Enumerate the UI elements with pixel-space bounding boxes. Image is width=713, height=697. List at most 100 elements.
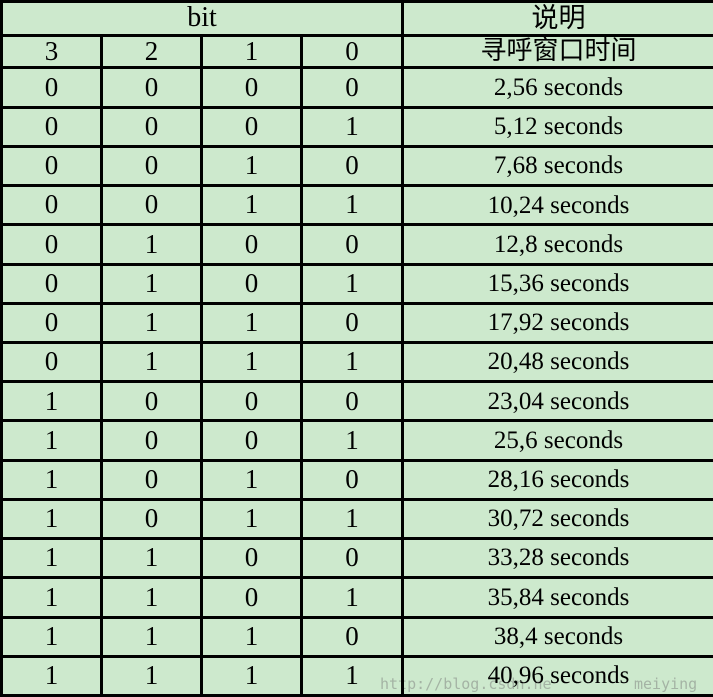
description-cell: 5,12 seconds: [401, 105, 713, 148]
bit-cell: 0: [200, 223, 303, 266]
bit-cell: 1: [100, 576, 203, 619]
bit-cell: 1: [300, 184, 404, 227]
bit-cell: 1: [300, 419, 404, 462]
bit-cell: 0: [0, 262, 103, 305]
bit-cell: 0: [300, 615, 404, 658]
table-row: 1 0 1 1 30,72 seconds: [0, 497, 713, 541]
bit-cell: 0: [100, 419, 203, 462]
bit-cell: 0: [300, 301, 404, 345]
bit-cell: 0: [300, 537, 404, 580]
bit-index-cell: 0: [300, 33, 404, 70]
bit-cell: 1: [300, 654, 404, 697]
description-cell: 40,96 seconds: [401, 654, 713, 697]
table-row: 0 1 1 1 20,48 seconds: [0, 341, 713, 384]
paging-window-time-label: 寻呼窗口时间: [401, 33, 713, 70]
bit-cell: 1: [200, 497, 303, 541]
bit-cell: 1: [200, 144, 303, 188]
bit-index-cell: 3: [0, 33, 103, 70]
table-row: 0 0 1 0 7,68 seconds: [0, 144, 713, 188]
bit-cell: 0: [100, 66, 203, 109]
description-cell: 17,92 seconds: [401, 301, 713, 345]
bit-cell: 0: [200, 576, 303, 619]
bit-cell: 0: [200, 105, 303, 148]
bit-cell: 0: [300, 144, 404, 188]
description-cell: 20,48 seconds: [401, 341, 713, 384]
bit-cell: 0: [100, 105, 203, 148]
bit-group-header: bit: [0, 0, 404, 37]
bit-cell: 1: [100, 262, 203, 305]
bit-cell: 0: [100, 458, 203, 501]
bit-cell: 1: [100, 654, 203, 697]
description-cell: 10,24 seconds: [401, 184, 713, 227]
description-cell: 38,4 seconds: [401, 615, 713, 658]
bit-cell: 1: [200, 615, 303, 658]
bit-cell: 1: [200, 301, 303, 345]
bit-cell: 1: [0, 458, 103, 501]
bit-cell: 0: [200, 419, 303, 462]
description-cell: 33,28 seconds: [401, 537, 713, 580]
description-cell: 28,16 seconds: [401, 458, 713, 501]
bit-cell: 0: [300, 66, 404, 109]
bit-index-row: 3 2 1 0 寻呼窗口时间: [0, 33, 713, 70]
bit-cell: 1: [0, 576, 103, 619]
bit-cell: 1: [300, 341, 404, 384]
bit-cell: 0: [0, 223, 103, 266]
table-row: 1 0 1 0 28,16 seconds: [0, 458, 713, 501]
description-cell: 12,8 seconds: [401, 223, 713, 266]
bit-cell: 1: [0, 654, 103, 697]
bit-cell: 1: [100, 223, 203, 266]
bit-cell: 1: [100, 301, 203, 345]
bit-cell: 0: [200, 66, 303, 109]
bit-cell: 1: [300, 105, 404, 148]
bit-cell: 0: [100, 184, 203, 227]
bit-cell: 1: [200, 341, 303, 384]
bit-cell: 1: [0, 615, 103, 658]
description-cell: 30,72 seconds: [401, 497, 713, 541]
bit-cell: 1: [200, 184, 303, 227]
bit-cell: 0: [100, 497, 203, 541]
table-row: 0 1 0 1 15,36 seconds: [0, 262, 713, 305]
bit-cell: 0: [0, 144, 103, 188]
bit-index-cell: 2: [100, 33, 203, 70]
table-row: 0 1 0 0 12,8 seconds: [0, 223, 713, 266]
table-row: 0 0 0 0 2,56 seconds: [0, 66, 713, 109]
bit-cell: 1: [300, 497, 404, 541]
bit-cell: 0: [0, 105, 103, 148]
bit-cell: 0: [0, 301, 103, 345]
bit-cell: 0: [200, 380, 303, 423]
description-header: 说明: [401, 0, 713, 37]
header-row: bit 说明: [0, 0, 713, 37]
bit-cell: 0: [200, 537, 303, 580]
bit-cell: 0: [100, 380, 203, 423]
table-row: 1 1 0 1 35,84 seconds: [0, 576, 713, 619]
bit-cell: 0: [300, 223, 404, 266]
bit-cell: 0: [100, 144, 203, 188]
bit-cell: 1: [0, 419, 103, 462]
description-cell: 7,68 seconds: [401, 144, 713, 188]
description-cell: 25,6 seconds: [401, 419, 713, 462]
bit-cell: 1: [300, 262, 404, 305]
table-row: 1 1 0 0 33,28 seconds: [0, 537, 713, 580]
bit-cell: 0: [300, 380, 404, 423]
bit-cell: 1: [100, 341, 203, 384]
table-row: 1 1 1 1 40,96 seconds: [0, 654, 713, 697]
description-cell: 35,84 seconds: [401, 576, 713, 619]
bit-cell: 1: [100, 537, 203, 580]
bit-cell: 0: [0, 341, 103, 384]
description-cell: 23,04 seconds: [401, 380, 713, 423]
bit-cell: 1: [100, 615, 203, 658]
bit-cell: 0: [300, 458, 404, 501]
bit-cell: 1: [300, 576, 404, 619]
bit-cell: 1: [0, 380, 103, 423]
bit-cell: 1: [200, 654, 303, 697]
table-row: 1 0 0 0 23,04 seconds: [0, 380, 713, 423]
description-cell: 15,36 seconds: [401, 262, 713, 305]
table-row: 1 0 0 1 25,6 seconds: [0, 419, 713, 462]
description-cell: 2,56 seconds: [401, 66, 713, 109]
table-row: 0 1 1 0 17,92 seconds: [0, 301, 713, 345]
bit-cell: 1: [200, 458, 303, 501]
bit-cell: 0: [0, 66, 103, 109]
table-row: 0 0 0 1 5,12 seconds: [0, 105, 713, 148]
